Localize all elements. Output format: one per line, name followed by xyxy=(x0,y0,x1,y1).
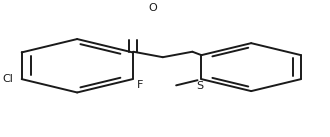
Text: Cl: Cl xyxy=(3,74,14,84)
Text: F: F xyxy=(137,81,143,90)
Text: O: O xyxy=(148,3,157,12)
Text: S: S xyxy=(196,81,203,91)
